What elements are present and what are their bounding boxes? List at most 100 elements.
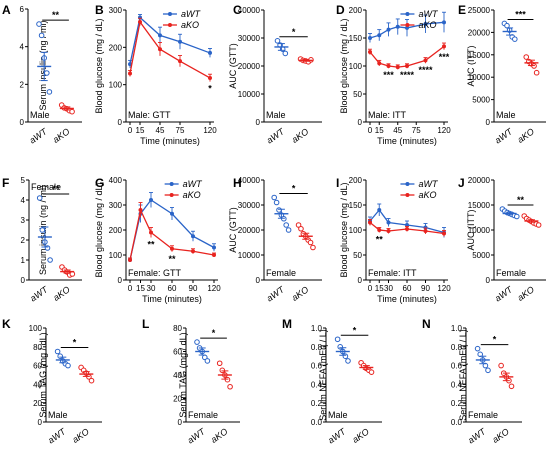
panel-letter-B: B: [95, 3, 104, 17]
point-wt-F: [47, 257, 53, 263]
y-axis-label-C: AUC (GTT): [228, 43, 238, 89]
sig-label-M: *: [353, 325, 357, 335]
point-wt-K: [54, 348, 61, 355]
x-tick-label-B: 15: [136, 126, 145, 135]
point-ko-B: [158, 47, 162, 52]
point-ko-G: [128, 258, 132, 262]
panel-note-C: Male: [266, 110, 286, 120]
y-axis-label-D: Blood glucose (mg / dL): [339, 18, 349, 113]
point-wt-L: [204, 358, 211, 364]
point-wt-N: [485, 367, 491, 374]
sig-label-A: **: [52, 10, 60, 20]
point-wt-D: [386, 27, 391, 32]
y-tick-label-F: 2: [21, 236, 26, 245]
point-ko-E: [533, 69, 540, 76]
point-wt-A: [44, 70, 50, 76]
point-ko-M: [368, 369, 375, 375]
panel-note-I: Female: ITT: [368, 268, 417, 278]
x-tick-label-D: 75: [412, 126, 421, 135]
point-ko-I: [386, 229, 391, 233]
sig-label-D: ***: [439, 52, 450, 62]
point-wt-F: [44, 245, 51, 251]
panel-letter-L: L: [142, 317, 149, 331]
y-tick-label-L: 0: [178, 418, 183, 427]
panel-note-H: Female: [266, 268, 296, 278]
point-wt-G: [191, 234, 195, 239]
point-wt-C: [274, 38, 281, 44]
y-tick-label-D: 50: [353, 90, 362, 99]
category-label-K: aKO: [70, 426, 90, 445]
point-ko-F: [69, 271, 76, 277]
point-ko-I: [423, 229, 428, 233]
category-label-M: aKO: [350, 426, 370, 445]
point-ko-D: [423, 58, 428, 63]
panel-note-N: Female: [468, 410, 498, 420]
panel-note-J: Female: [496, 268, 526, 278]
legend-marker-ko-G: [169, 193, 174, 197]
y-tick-label-E: 10000: [468, 73, 491, 82]
category-label-F: aKO: [51, 284, 71, 303]
point-ko-D: [377, 61, 382, 66]
point-wt-M: [342, 353, 349, 360]
point-wt-G: [170, 211, 174, 216]
point-ko-D: [395, 65, 400, 70]
point-wt-M: [345, 358, 351, 364]
category-label-K: aWT: [46, 426, 69, 446]
point-wt-K: [65, 362, 71, 369]
point-ko-I: [368, 220, 372, 225]
x-tick-label-B: 120: [203, 126, 217, 135]
point-wt-F: [39, 227, 46, 233]
y-tick-label-C: 20000: [238, 62, 261, 71]
legend-marker-wt-B: [167, 12, 172, 16]
y-tick-label-C: 10000: [238, 90, 261, 99]
series-line-ko-G: [129, 207, 215, 261]
y-tick-label-F: 3: [21, 216, 26, 225]
point-ko-G: [138, 208, 143, 212]
y-tick-label-J: 0: [486, 276, 491, 285]
point-wt-D: [395, 24, 400, 29]
point-wt-H: [271, 194, 278, 201]
category-label-A: aKO: [51, 126, 71, 145]
x-axis-label-I: Time (minutes): [377, 294, 437, 304]
point-ko-L: [227, 383, 233, 390]
category-label-E: aWT: [493, 126, 516, 146]
point-ko-D: [386, 64, 391, 68]
y-tick-label-F: 5: [21, 176, 26, 185]
y-tick-label-F: 1: [21, 256, 26, 265]
point-ko-K: [88, 377, 95, 384]
point-wt-G: [149, 198, 153, 202]
y-tick-label-C: 40000: [238, 6, 261, 15]
point-ko-I: [405, 227, 409, 231]
point-wt-A: [38, 32, 45, 39]
point-wt-C: [282, 50, 289, 57]
sig-label-B: *: [208, 84, 212, 94]
point-wt-I: [377, 208, 382, 212]
point-ko-G: [170, 246, 174, 251]
y-tick-label-K: 20: [33, 399, 42, 408]
point-wt-L: [194, 339, 200, 345]
x-tick-label-G: 0: [128, 284, 133, 293]
y-axis-label-K: Serum TAG (mg / dL): [38, 332, 48, 417]
sig-label-I: **: [376, 235, 384, 245]
point-wt-H: [283, 222, 290, 228]
sig-label-D: ***: [383, 70, 394, 80]
y-tick-label-C: 0: [256, 118, 261, 127]
point-wt-B: [178, 39, 182, 44]
x-tick-label-B: 45: [156, 126, 165, 135]
panel-letter-G: G: [95, 176, 104, 190]
point-wt-B: [158, 33, 162, 38]
y-axis-label-I: Blood glucose (mg / dL): [339, 182, 349, 277]
y-tick-label-M: 0.8: [311, 343, 323, 352]
legend-marker-ko-B: [167, 23, 172, 27]
y-tick-label-I: 150: [349, 201, 363, 210]
y-tick-label-L: 40: [173, 371, 182, 380]
y-tick-label-M: 1.0: [311, 324, 323, 333]
x-tick-label-D: 120: [437, 126, 451, 135]
sig-label-N: *: [493, 335, 497, 345]
x-axis-label-B: Time (minutes): [140, 136, 200, 146]
x-axis-label-D: Time (minutes): [377, 136, 437, 146]
y-tick-label-G: 100: [109, 251, 123, 260]
point-wt-D: [442, 20, 446, 25]
y-tick-label-K: 80: [33, 343, 42, 352]
